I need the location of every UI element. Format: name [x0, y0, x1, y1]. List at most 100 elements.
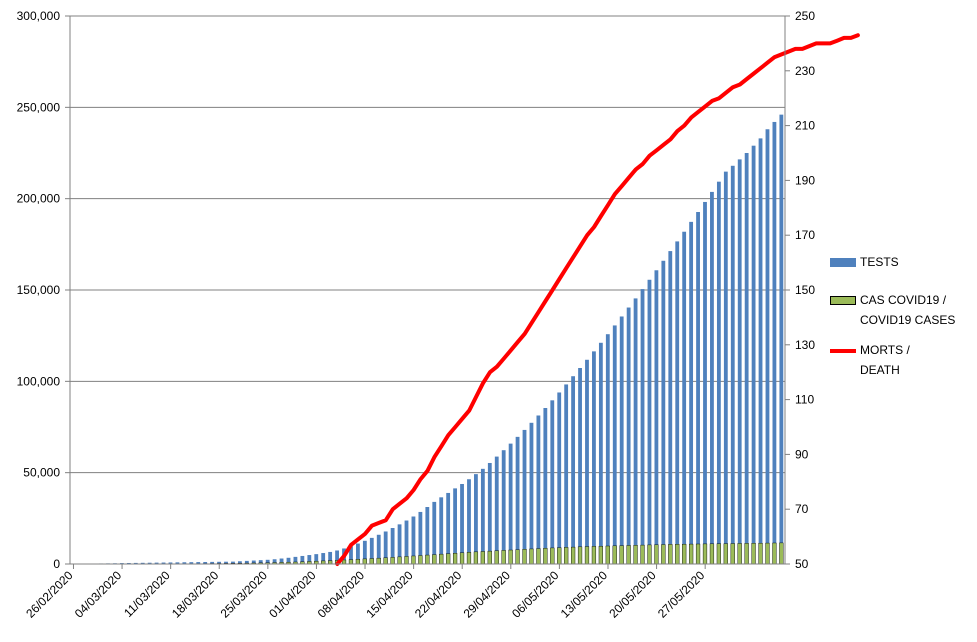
tests-bar [744, 153, 749, 564]
y2-tick-label: 150 [795, 283, 815, 297]
cases-bar [647, 544, 652, 565]
y-axis-left-ticks: 0 50,000 100,000 150,000 200,000 250,000 300,0… [17, 9, 70, 571]
tests-bar [397, 524, 402, 564]
tests-bar [237, 561, 242, 564]
tests-bar [585, 359, 589, 564]
x-tick-label: 25/03/2020 [218, 568, 271, 621]
tests-bar [508, 443, 513, 564]
cases-bar [522, 549, 527, 565]
cases-bar [515, 549, 520, 565]
cases-bar [661, 544, 666, 565]
tests-bar [564, 384, 569, 564]
cases-bar [577, 546, 583, 565]
tests-bar [362, 540, 367, 564]
cases-bar [411, 555, 416, 565]
cases-bar [404, 556, 409, 565]
tests-bar [474, 474, 478, 564]
tests-bar [592, 351, 596, 564]
tests-bar [557, 392, 562, 564]
tests-bar [460, 483, 464, 564]
cases-bar [355, 559, 361, 565]
y-tick-label: 100,000 [17, 374, 61, 388]
tests-bar [432, 501, 437, 564]
tests-bar [737, 159, 742, 565]
tests-bar [390, 528, 395, 564]
tests-bar [675, 241, 680, 565]
gridlines [70, 15, 785, 474]
legend-label-tests: TESTS [860, 255, 899, 269]
tests-bar [203, 561, 208, 564]
cases-bar [702, 543, 708, 565]
tests-bar [751, 145, 756, 564]
tests-bar [279, 558, 284, 564]
cases-bar [550, 547, 555, 565]
tests-bar [550, 400, 555, 564]
tests-bar [335, 550, 339, 564]
tests-bar [404, 520, 409, 564]
x-tick-label: 20/05/2020 [606, 568, 659, 621]
x-tick-label: 01/04/2020 [266, 568, 319, 621]
cases-bar [446, 553, 451, 565]
tests-bar [418, 511, 423, 564]
y2-tick-label: 130 [795, 338, 815, 352]
tests-bar [168, 562, 173, 564]
y2-tick-label: 50 [795, 557, 809, 571]
cases-bar [772, 542, 777, 565]
cases-bar [501, 550, 506, 565]
cases-bar [494, 550, 499, 565]
x-tick-label: 15/04/2020 [363, 568, 416, 621]
legend: TESTS CAS COVID19 / COVID19 CASES MORTS … [830, 252, 975, 390]
cases-bar [654, 544, 659, 565]
tests-bar [300, 555, 305, 564]
tests-bar [765, 129, 770, 564]
tests-bar [772, 121, 777, 565]
cases-bar [737, 543, 742, 565]
deaths-line [335, 33, 860, 566]
tests-bar [425, 507, 430, 564]
cases-bar [536, 548, 541, 565]
tests-bar [439, 497, 444, 564]
x-tick-label: 13/05/2020 [558, 568, 611, 621]
y-tick-label: 150,000 [17, 283, 61, 297]
cases-bar [328, 560, 333, 565]
cases-bar [730, 543, 735, 565]
tests-bar [258, 560, 263, 564]
y-tick-label: 0 [53, 557, 60, 571]
tests-bar [356, 543, 360, 564]
cases-bar [751, 543, 756, 565]
deaths-series [335, 33, 860, 566]
legend-item-deaths: MORTS / DEATH [830, 340, 975, 380]
cases-bar [695, 543, 701, 565]
tests-bar [723, 171, 728, 564]
cases-bar [487, 550, 492, 565]
tests-bar [598, 342, 603, 564]
cases-bar [425, 554, 430, 565]
cases-bar [598, 545, 603, 565]
tests-bar [480, 468, 485, 564]
tests-bar [494, 456, 499, 564]
cases-bar [668, 544, 673, 565]
tests-bar [605, 334, 610, 564]
tests-bar [668, 251, 673, 565]
tests-bar [453, 488, 458, 564]
tests-bar [633, 298, 638, 564]
cases-bar [466, 552, 472, 565]
y-tick-label: 200,000 [17, 192, 61, 206]
cases-bar [418, 555, 423, 565]
x-tick-label: 11/03/2020 [121, 568, 173, 620]
cases-bar [564, 547, 569, 565]
x-tick-label: 06/05/2020 [509, 568, 562, 621]
y2-tick-label: 110 [795, 393, 814, 407]
cases-bar [605, 545, 610, 565]
cases-bar [633, 545, 638, 565]
cases-bar [362, 558, 367, 565]
tests-bar [189, 562, 194, 564]
y2-tick-label: 70 [795, 502, 809, 516]
cases-bar [473, 551, 479, 565]
cases-bar [480, 551, 485, 565]
cases-bar [383, 557, 388, 565]
y-axis-right-ticks: 50 70 90 110 130 150 170 190 210 230 250 [785, 9, 815, 571]
legend-swatch-deaths [830, 349, 856, 353]
tests-bar [626, 307, 631, 564]
